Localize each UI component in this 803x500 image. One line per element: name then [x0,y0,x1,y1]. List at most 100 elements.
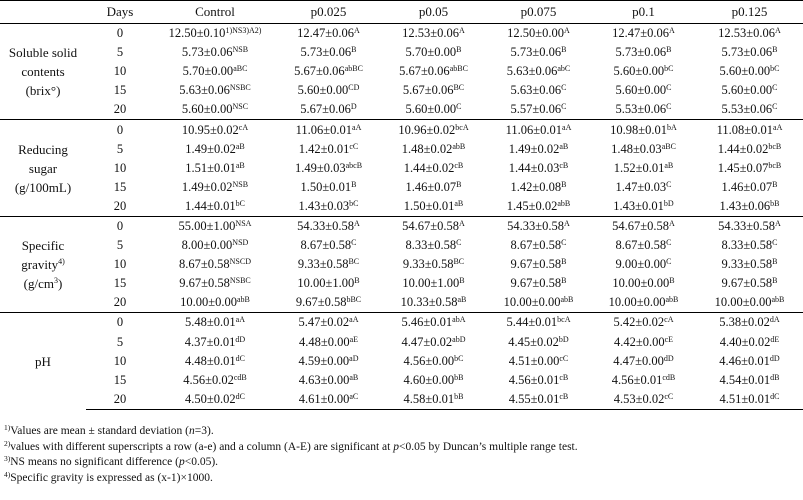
value-text: 8.67±0.58 [300,238,352,253]
significance-superscript: aA [349,315,359,325]
value-text: 10.00±0.00 [503,295,561,310]
significance-superscript: cB [559,160,569,170]
footnote-number: 4) [4,469,11,479]
value-text: 4.48±0.00 [298,334,350,349]
value-cell: 1.50±0.01B [276,178,381,197]
value-text: 5.63±0.06 [510,83,562,98]
value-text: 4.51±0.00 [508,353,560,368]
value-cell: 8.00±0.00NSD [154,236,276,255]
significance-superscript: bBC [346,295,362,305]
significance-superscript: bcB [768,160,782,170]
value-cell: 8.67±0.58C [486,236,591,255]
significance-superscript: B [561,179,567,189]
significance-superscript: A [775,26,781,36]
value-text: 4.60±0.00 [403,372,455,387]
value-text: 10.33±0.58 [400,295,458,310]
value-text: 1.45±0.07 [717,160,769,175]
table-row: 10 4.48±0.01dC 4.59±0.00aD 4.56±0.00bC 4.51±… [0,352,803,371]
header-attribute [0,0,86,24]
value-text: 9.33±0.58 [721,257,773,272]
significance-superscript: cC [349,141,359,151]
value-cell: 9.67±0.58bBC [276,293,381,313]
value-cell: 11.06±0.01aA [486,119,591,140]
significance-superscript: abB [560,295,574,305]
value-cell: 9.67±0.58B [696,274,803,293]
header-row: Days Control p0.025 p0.05 p0.075 p0.1 p0… [0,0,803,24]
value-text: 54.33±0.58 [507,218,565,233]
value-text: 1.52±0.01 [613,160,665,175]
value-text: 10.00±0.00 [608,295,666,310]
significance-superscript: cdB [662,372,676,382]
value-cell: 4.53±0.02cC [591,389,696,410]
significance-superscript: B [456,45,462,55]
footnote-number: 1) [4,423,11,432]
value-cell: 1.47±0.03C [591,178,696,197]
significance-superscript: aB [349,372,359,382]
significance-superscript: dC [235,391,245,401]
value-text: 4.37±0.01 [184,334,236,349]
value-cell: 1.49±0.02NSB [154,178,276,197]
value-text: 5.46±0.01 [401,315,453,330]
footnote-text: Specific gravity is expressed as (x-1)×1… [10,471,213,484]
value-text: 5.60±0.00 [719,64,771,79]
value-cell: 4.47±0.00dD [591,352,696,371]
value-text: 5.44±0.01 [506,315,558,330]
value-text: 5.47±0.02 [298,315,350,330]
table-row: 15 9.67±0.58NSBC 10.00±1.00B 10.00±1.00B 9.6… [0,274,803,293]
significance-superscript: C [666,102,672,112]
significance-superscript: aBC [233,64,248,74]
value-cell: 4.40±0.02dE [696,333,803,352]
value-cell: 10.96±0.02bcA [381,119,486,140]
footnote-text: p [393,440,399,453]
value-text: 10.00±0.00 [612,276,670,291]
table-row: 15 4.56±0.02cdB 4.63±0.00aB 4.60±0.00bB 4.56… [0,371,803,390]
significance-superscript: cC [664,391,674,401]
value-text: 4.53±0.02 [613,391,665,406]
significance-superscript: B [772,257,778,267]
day-cell: 5 [116,45,124,60]
value-text: 5.73±0.06 [510,45,562,60]
value-text: 54.33±0.58 [718,218,776,233]
significance-superscript: NSB [232,179,249,189]
value-cell: 5.38±0.02dA [696,312,803,333]
value-cell: 4.51±0.00cC [486,352,591,371]
significance-superscript: C [772,83,778,93]
value-text: 4.63±0.00 [298,372,350,387]
significance-superscript: aBC [661,141,676,151]
value-text: 1.46±0.07 [405,179,457,194]
significance-superscript: A [564,26,570,36]
value-text: 1.42±0.01 [298,141,350,156]
table-row: Specific gravity4) (g/cm3) 0 55.00±1.00NSA 54… [0,215,803,313]
significance-superscript: cA [238,122,249,132]
value-text: 5.63±0.06 [179,83,230,98]
value-text: 11.06±0.01 [295,122,353,137]
value-cell: 1.49±0.03abcB [276,159,381,178]
attribute-line: contents [21,64,65,80]
significance-superscript: A [775,218,781,228]
significance-superscript: bA [667,122,677,132]
header-p01: p0.1 [591,0,696,24]
value-text: 12.50±0.10 [168,26,226,41]
value-text: 12.53±0.06 [718,26,776,41]
footnote-text: p [178,456,185,468]
significance-superscript: dC [770,391,780,401]
significance-superscript: B [561,276,567,286]
day-cell: 5 [116,238,124,253]
attribute-line: (brix°) [25,83,61,99]
value-text: 4.47±0.00 [613,353,664,368]
value-text: 10.00±1.00 [297,276,355,291]
unit-exponent: 3 [53,276,58,286]
significance-superscript: bcA [455,122,469,132]
significance-superscript: bC [349,198,359,208]
table-row: 10 1.51±0.01aB 1.49±0.03abcB 1.44±0.02cB 1.4… [0,159,803,178]
significance-superscript: aA [235,315,245,325]
value-text: 1.49±0.03 [294,160,346,175]
value-cell: 5.73±0.06B [696,43,803,62]
table-row: 5 8.00±0.00NSD 8.67±0.58C 8.33±0.58C 8.67±0.… [0,236,803,255]
significance-superscript: B [561,257,567,267]
table-row: pH 0 5.48±0.01aA 5.47±0.02aA 5.46±0.01abA 5.4… [0,312,803,410]
significance-superscript: NSBC [229,276,251,286]
significance-superscript: B [351,179,357,189]
day-cell: 0 [86,215,154,237]
value-cell: 5.60±0.00bC [696,62,803,81]
